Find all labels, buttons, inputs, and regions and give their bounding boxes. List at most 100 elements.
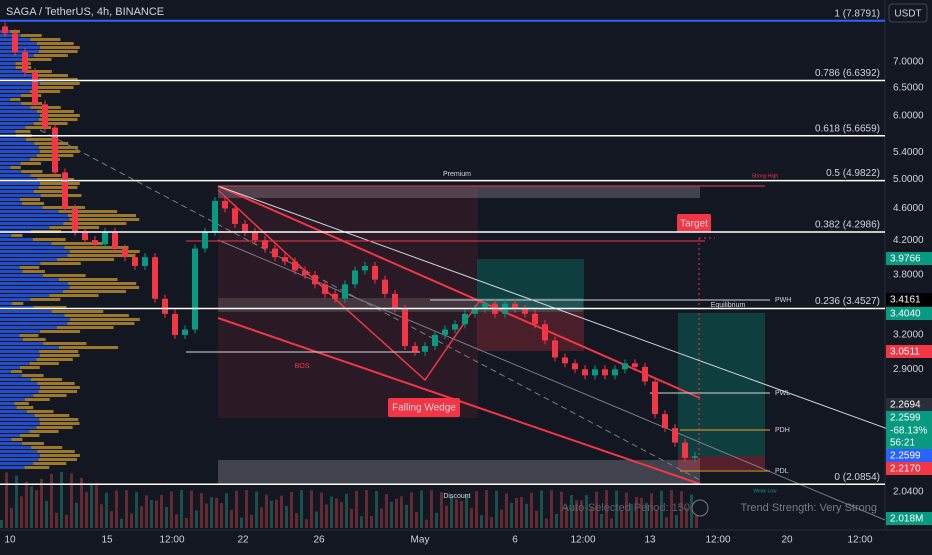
profile-bar [29,430,59,433]
volume-bar [425,519,428,528]
candle [482,303,488,309]
profile-bar [0,102,22,105]
volume-bar [630,503,633,528]
volume-bar [95,482,98,528]
volume-bar [70,473,73,528]
volume-bar [495,490,498,528]
profile-bar [0,226,50,229]
profile-bar [11,370,23,373]
volume-bar [350,508,353,528]
profile-bar [0,450,38,453]
replay-button[interactable] [691,499,709,517]
candle [162,298,168,314]
trend-dashed [39,129,701,481]
candle [292,261,298,271]
volume-bar [110,511,113,528]
price-axis-label: 4.6000 [893,203,924,214]
volume-bar [465,494,468,528]
profile-bar [33,54,68,57]
candle [362,265,368,271]
profile-bar [0,406,17,409]
profile-bar [43,342,87,345]
profile-bar [39,150,80,153]
profile-bar [39,182,80,185]
weak-low-label: Weak Low [753,488,777,494]
profile-bar [0,90,31,93]
volume-bar [390,501,393,528]
profile-bar [0,186,39,189]
profile-bar [25,126,52,129]
profile-bar [40,194,82,197]
profile-bar [38,458,77,461]
fib-label: 0.786 (6.6392) [815,68,880,79]
profile-bar [69,218,140,221]
profile-bar [0,66,16,69]
profile-bar [0,110,37,113]
profile-bar [0,122,34,125]
candle [552,340,558,358]
profile-bar [20,34,42,37]
candle [562,357,568,364]
volume-bar [255,491,258,528]
volume-bar [400,496,403,528]
profile-bar [0,278,59,281]
volume-bar [515,497,518,528]
profile-bar [21,102,43,105]
price-tag-label: 3.9766 [890,254,921,265]
candle [302,270,308,276]
candle [522,308,528,314]
candle [532,313,538,325]
candle [432,334,438,347]
profile-bar [0,106,31,109]
candle [202,231,208,249]
candle [232,208,238,224]
candle [82,231,88,241]
profile-bar [29,362,59,365]
volume-bar [435,512,438,528]
profile-bar [33,122,68,125]
wedge-box [388,398,460,417]
candle [512,303,518,309]
volume-bar [470,507,473,528]
volume-bar [145,495,148,528]
volume-bar [165,506,168,528]
profile-bar [0,238,33,241]
time-axis-label: 15 [101,535,113,546]
profile-bar [36,42,74,45]
candle [402,308,408,347]
volume-bar [230,510,233,528]
discount-label: Discount [443,493,470,500]
volume-bar [30,486,33,528]
profile-bar [0,158,30,161]
profile-bar [0,314,65,317]
price-axis-label: 6.5000 [893,82,924,93]
profile-bar [0,430,30,433]
candle [422,346,428,352]
price-tag [886,345,932,358]
profile-bar [0,418,40,421]
profile-bar [25,70,52,73]
profile-bar [29,158,60,161]
currency[interactable]: USDT [894,9,921,20]
profile-bar [30,38,61,41]
candle [382,279,388,294]
price-tag-label: 3.0511 [890,347,920,358]
profile-bar [39,82,80,85]
time-axis-label: May [411,535,430,546]
profile-bar [64,246,129,249]
volume-bar [340,502,343,528]
profile-bar [69,318,140,321]
volume-bar [210,497,213,528]
profile-bar [67,254,135,257]
volume-bar [270,500,273,528]
candle [42,104,48,128]
profile-bar [0,442,22,445]
volume-bar [305,519,308,528]
volume-bar [0,520,3,528]
profile-bar [0,358,37,361]
currency-button[interactable] [888,3,928,23]
volume-bar [530,492,533,528]
candle [2,26,8,34]
candle [322,284,328,294]
profile-bar [0,214,69,217]
